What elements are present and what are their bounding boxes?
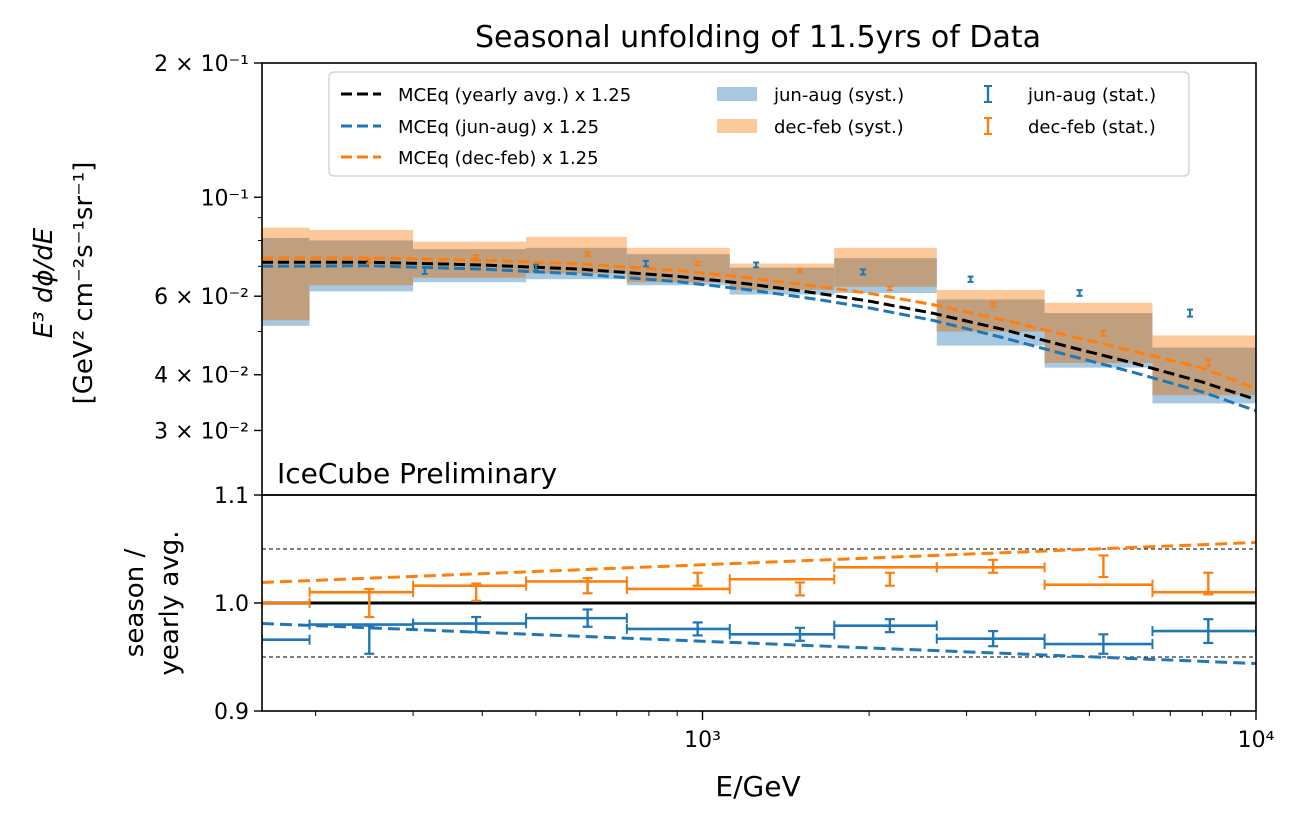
- legend: MCEq (yearly avg.) x 1.25 MCEq (jun-aug) …: [328, 71, 1190, 177]
- legend-item: jun-aug (syst.): [717, 85, 904, 106]
- stat-point-dec-feb: [366, 258, 373, 264]
- legend-label: MCEq (jun-aug) x 1.25: [398, 117, 599, 138]
- upper-plot-area: [262, 227, 1301, 413]
- model-line-dec-feb: [262, 256, 1256, 391]
- stat-point-jun-aug: [860, 268, 867, 276]
- legend-swatch-patch: [717, 87, 757, 101]
- stat-point-jun-aug: [421, 266, 428, 275]
- stat-point-dec-feb: [584, 251, 591, 258]
- legend-label: MCEq (yearly avg.) x 1.25: [398, 85, 631, 106]
- model-line-yearly: [262, 260, 1256, 401]
- legend-box: [328, 71, 1190, 177]
- upper-y-tick-label: 2 × 10⁻¹: [154, 52, 249, 77]
- lower-y-tick-label: 0.9: [214, 700, 249, 725]
- ratio-model-dec-feb: [262, 541, 1256, 584]
- legend-item: MCEq (jun-aug) x 1.25: [341, 117, 599, 138]
- legend-swatch-patch: [717, 119, 757, 133]
- lower-y-tick-label: 1.1: [214, 484, 249, 509]
- lower-y-tick-label: 1.0: [214, 592, 249, 617]
- legend-label: jun-aug (stat.): [1027, 85, 1156, 106]
- upper-y-tick-label: 4 × 10⁻²: [154, 364, 249, 389]
- legend-item: MCEq (yearly avg.) x 1.25: [341, 85, 631, 106]
- stat-point-jun-aug: [1187, 308, 1194, 318]
- model-line-jun-aug: [262, 264, 1256, 413]
- band-overlap-bin-0: [262, 238, 310, 321]
- x-axis-label: E/GeV: [715, 770, 800, 803]
- stat-point-dec-feb: [796, 267, 803, 274]
- x-tick-label: 10⁴: [1238, 728, 1275, 753]
- legend-label: MCEq (dec-feb) x 1.25: [398, 148, 599, 169]
- lower-y-axis-label: season / yearly avg.: [120, 531, 185, 676]
- upper-y-tick-label: 6 × 10⁻²: [154, 285, 249, 310]
- band-overlap-bin-6: [834, 258, 937, 287]
- stat-point-dec-feb: [694, 260, 701, 267]
- stat-point-dec-feb: [473, 254, 480, 260]
- stat-point-jun-aug: [753, 261, 760, 269]
- upper-y-axis-label: E³ dϕ/dE [GeV² cm⁻²s⁻¹sr⁻¹]: [29, 162, 99, 405]
- upper-y-label-line1: E³ dϕ/dE: [29, 227, 59, 338]
- legend-item: dec-feb (stat.): [984, 117, 1156, 138]
- x-tick-label: 10³: [684, 728, 721, 753]
- stat-point-jun-aug: [642, 259, 649, 268]
- stat-point-dec-feb: [886, 285, 893, 292]
- legend-item: MCEq (dec-feb) x 1.25: [341, 148, 599, 169]
- stat-point-dec-feb: [1100, 330, 1107, 337]
- stat-point-jun-aug: [1295, 335, 1301, 345]
- legend-label: dec-feb (stat.): [1028, 117, 1156, 138]
- ratio-model-jun-aug: [262, 622, 1256, 665]
- lower-plot-area: [262, 541, 1256, 665]
- chart-title: Seasonal unfolding of 11.5yrs of Data: [475, 20, 1041, 55]
- stat-point-jun-aug: [1076, 289, 1083, 297]
- watermark-label: IceCube Preliminary: [277, 457, 557, 490]
- upper-y-label-line2: [GeV² cm⁻²s⁻¹sr⁻¹]: [69, 162, 99, 405]
- band-overlap-bin-4: [626, 254, 730, 283]
- legend-item: jun-aug (stat.): [984, 85, 1156, 106]
- legend-label: jun-aug (syst.): [773, 85, 904, 106]
- stat-point-dec-feb: [990, 301, 997, 308]
- legend-item: dec-feb (syst.): [717, 117, 904, 138]
- band-overlap-bin-9: [1152, 347, 1256, 396]
- upper-y-tick-label: 10⁻¹: [201, 186, 249, 211]
- upper-y-tick-label: 3 × 10⁻²: [154, 419, 249, 444]
- stat-point-jun-aug: [532, 263, 539, 272]
- lower-y-label-line2: yearly avg.: [155, 531, 185, 676]
- legend-label: dec-feb (syst.): [774, 117, 904, 138]
- band-overlap-bin-8: [1044, 313, 1153, 364]
- stat-point-dec-feb: [1205, 358, 1212, 368]
- stat-point-jun-aug: [967, 275, 974, 283]
- lower-y-label-line1: season /: [120, 549, 150, 658]
